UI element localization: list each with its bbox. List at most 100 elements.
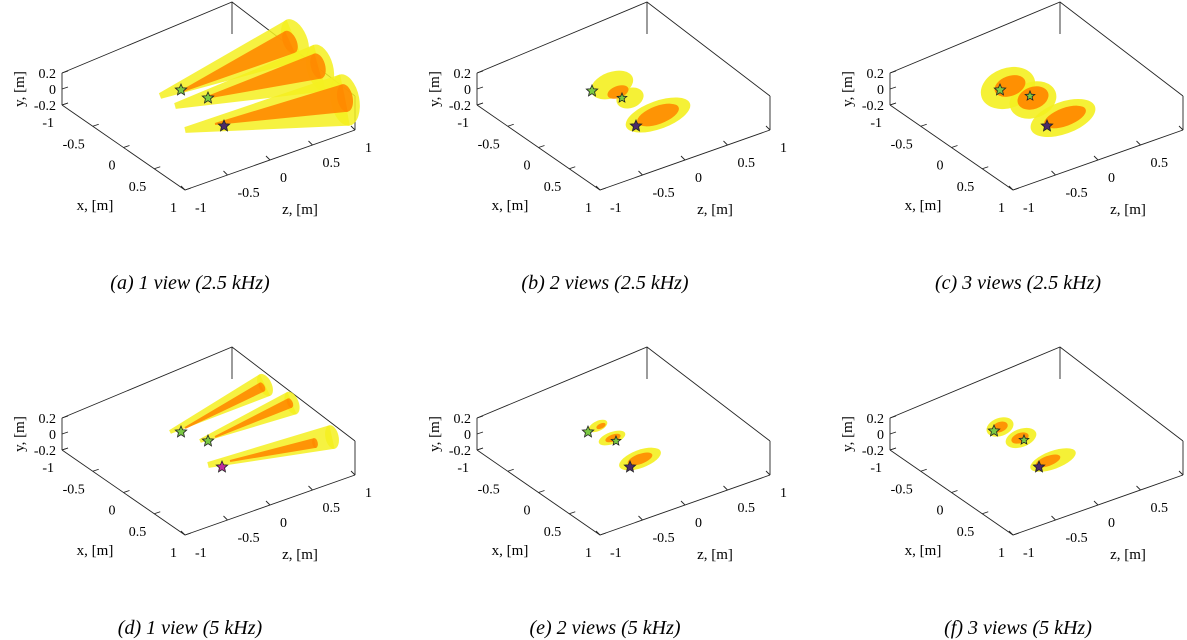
y-tick-label: -0.2: [449, 444, 471, 459]
x-tick-mark: [476, 102, 484, 106]
z-tick-label: -1: [610, 201, 622, 216]
source-star: [623, 459, 637, 473]
x-tick-mark: [538, 145, 545, 148]
z-tick-mark: [265, 155, 271, 161]
x-axis-label: x, [m]: [905, 543, 942, 559]
panel-b: 0.20-0.2y, [m]-1-0.500.51x, [m] -1-0.500.…: [427, 1, 787, 294]
z-tick-mark: [223, 170, 228, 176]
y-tick-label: 0: [464, 428, 471, 443]
y-tick-mark: [61, 415, 69, 419]
source-star: [585, 83, 599, 97]
x-tick-label: 1: [585, 546, 592, 561]
z-tick-label: 0.5: [323, 501, 341, 516]
z-tick-mark: [180, 185, 186, 191]
y-axis-label: y, [m]: [12, 71, 28, 107]
source-star: [201, 433, 215, 447]
x-tick-mark: [951, 490, 958, 493]
y-tick-label: -0.2: [34, 99, 56, 114]
z-tick-mark: [1093, 155, 1099, 161]
y-axis-label: y, [m]: [840, 71, 856, 107]
inner-region-cap: [312, 438, 318, 448]
y-axis-label: y, [m]: [427, 71, 443, 107]
x-tick-label: 0: [109, 159, 116, 174]
x-tick-label: 1: [585, 201, 592, 216]
box-top-edges: [476, 346, 771, 442]
x-axis-label: x, [m]: [77, 543, 114, 559]
x-tick-label: 1: [170, 201, 177, 216]
y-axis-label: y, [m]: [12, 416, 28, 452]
source-star: [1024, 89, 1036, 101]
inner-region-cap: [282, 30, 298, 54]
x-tick-mark: [889, 447, 897, 451]
x-axis-label: x, [m]: [905, 198, 942, 214]
z-tick-label: -1: [1023, 546, 1035, 561]
inner-region: [637, 103, 679, 127]
z-tick-mark: [1051, 515, 1056, 521]
z-tick-mark: [265, 500, 271, 506]
x-tick-label: 0.5: [957, 180, 975, 195]
source-star: [174, 82, 188, 96]
y-tick-mark: [476, 415, 484, 419]
x-tick-mark: [123, 145, 130, 148]
x-tick-mark: [538, 490, 545, 493]
y-tick-mark: [61, 86, 69, 90]
y-tick-label: 0: [49, 83, 56, 98]
inner-region: [204, 53, 322, 99]
source-star: [1040, 118, 1054, 132]
x-tick-label: -1: [457, 116, 469, 131]
x-tick-label: 1: [170, 546, 177, 561]
source-star: [174, 424, 188, 438]
inner-region-cap: [286, 398, 294, 408]
y-tick-label: 0: [464, 83, 471, 98]
inner-region: [627, 452, 653, 466]
x-tick-label: -1: [42, 116, 54, 131]
x-axis-label: x, [m]: [492, 543, 529, 559]
y-tick-label: 0.2: [39, 412, 57, 427]
source-star: [581, 424, 595, 438]
z-tick-label: 0.5: [738, 501, 756, 516]
z-tick-label: 0: [280, 516, 287, 531]
x-tick-label: 0.5: [544, 180, 562, 195]
y-tick-mark: [889, 70, 897, 74]
x-tick-mark: [184, 187, 192, 191]
x-tick-label: -0.5: [478, 482, 500, 497]
inner-region: [1017, 86, 1049, 110]
x-tick-label: -1: [457, 461, 469, 476]
z-axis-label: z, [m]: [1110, 547, 1146, 563]
z-tick-label: -1: [195, 546, 207, 561]
outer-region-cap: [325, 425, 339, 449]
inner-region: [605, 433, 621, 443]
y-tick-label: -0.2: [862, 99, 884, 114]
z-tick-label: 0.5: [323, 156, 341, 171]
x-tick-label: 0: [524, 504, 531, 519]
z-tick-mark: [1178, 125, 1184, 131]
z-tick-mark: [350, 470, 356, 476]
x-tick-label: 0.5: [957, 525, 975, 540]
z-tick-label: 0: [695, 171, 702, 186]
z-tick-mark: [1136, 485, 1141, 491]
x-tick-mark: [61, 102, 69, 106]
y-tick-mark: [889, 86, 897, 90]
y-axis-label: y, [m]: [840, 416, 856, 452]
inner-region: [1044, 105, 1086, 129]
x-tick-label: 0.5: [129, 180, 147, 195]
x-tick-mark: [476, 447, 484, 451]
y-tick-mark: [476, 431, 484, 435]
x-tick-label: -0.5: [63, 137, 85, 152]
y-tick-label: 0.2: [867, 412, 885, 427]
x-tick-mark: [184, 532, 192, 536]
z-tick-label: -0.5: [1066, 531, 1088, 546]
panel-caption: (d) 1 view (5 kHz): [118, 617, 263, 639]
z-tick-mark: [638, 515, 643, 521]
outer-region: [184, 74, 350, 133]
y-tick-label: 0: [49, 428, 56, 443]
y-tick-label: 0.2: [39, 67, 57, 82]
z-tick-label: 0: [1108, 516, 1115, 531]
source-star: [217, 118, 231, 132]
z-tick-label: 0: [1108, 171, 1115, 186]
y-tick-mark: [889, 431, 897, 435]
y-tick-label: 0.2: [454, 67, 472, 82]
panel-caption: (a) 1 view (2.5 kHz): [110, 272, 270, 294]
z-tick-label: -1: [195, 201, 207, 216]
